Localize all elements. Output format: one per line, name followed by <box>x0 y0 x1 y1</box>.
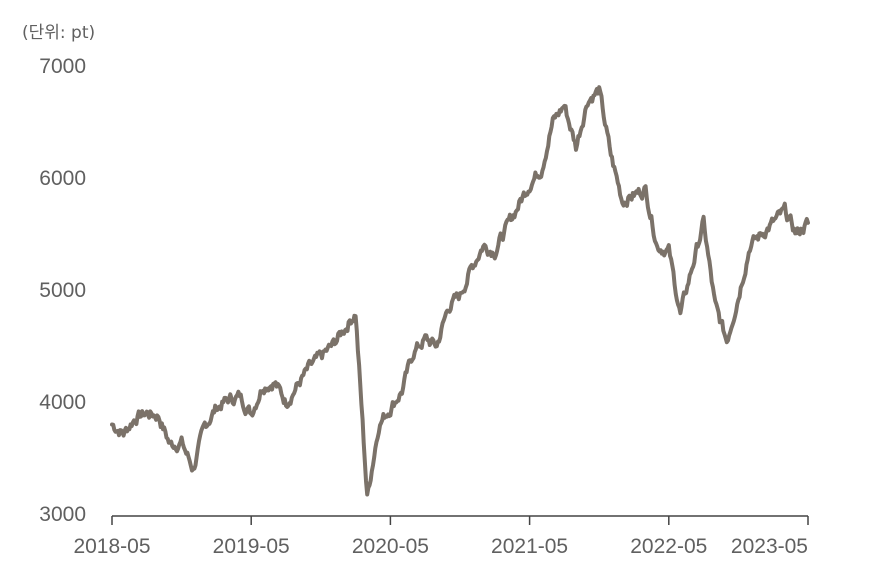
y-tick-label: 5000 <box>39 279 86 302</box>
x-tick-label: 2023-05 <box>731 535 808 558</box>
x-tick-label: 2020-05 <box>352 535 429 558</box>
y-tick-label: 7000 <box>39 55 86 78</box>
x-axis: 2018-05 2019-05 2020-05 2021-05 2022-05 2023-… <box>73 516 809 558</box>
y-axis: 3000 4000 5000 6000 7000 <box>39 55 86 526</box>
x-tick-label: 2019-05 <box>213 535 290 558</box>
series-line <box>110 85 810 497</box>
x-tick-label: 2018-05 <box>73 535 150 558</box>
y-tick-label: 4000 <box>39 391 86 414</box>
y-tick-label: 3000 <box>39 503 86 526</box>
x-tick-label: 2022-05 <box>630 535 707 558</box>
x-tick-label: 2021-05 <box>491 535 568 558</box>
unit-label: (단위: pt) <box>22 23 95 43</box>
y-tick-label: 6000 <box>39 167 86 190</box>
